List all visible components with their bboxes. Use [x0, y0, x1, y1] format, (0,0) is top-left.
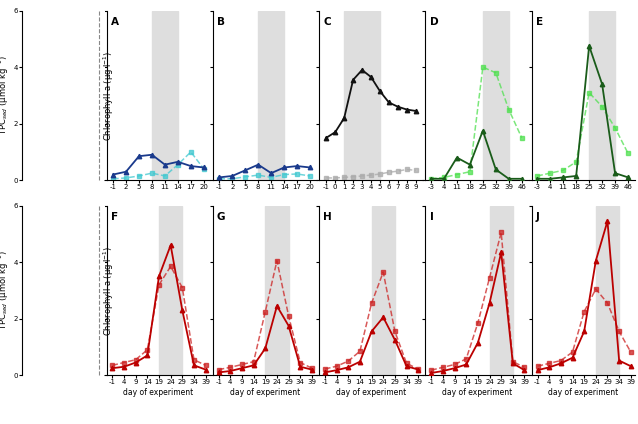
Bar: [265, 206, 288, 375]
Text: J: J: [536, 212, 540, 223]
Text: C: C: [323, 17, 331, 28]
X-axis label: day of experiment: day of experiment: [123, 388, 193, 397]
X-axis label: day of experiment: day of experiment: [230, 388, 300, 397]
Text: Chlorophyll a (μg l$^{-1}$): Chlorophyll a (μg l$^{-1}$): [102, 50, 117, 140]
Bar: [258, 11, 284, 180]
Text: I: I: [429, 212, 433, 223]
Bar: [596, 206, 619, 375]
Bar: [344, 11, 380, 180]
Bar: [152, 11, 178, 180]
Text: A: A: [111, 17, 119, 28]
Y-axis label: TPC$_{sed}$ (μmol kg$^{-1}$): TPC$_{sed}$ (μmol kg$^{-1}$): [0, 251, 11, 330]
Text: G: G: [217, 212, 225, 223]
Text: H: H: [323, 212, 332, 223]
Text: F: F: [111, 212, 118, 223]
X-axis label: day of experiment: day of experiment: [549, 388, 619, 397]
Bar: [489, 206, 513, 375]
Bar: [371, 206, 395, 375]
Text: E: E: [536, 17, 543, 28]
X-axis label: day of experiment: day of experiment: [336, 388, 406, 397]
Text: B: B: [217, 17, 225, 28]
Bar: [589, 11, 615, 180]
X-axis label: day of experiment: day of experiment: [442, 388, 512, 397]
Text: Chlorophyll a (μg l$^{-1}$): Chlorophyll a (μg l$^{-1}$): [102, 245, 117, 335]
Bar: [159, 206, 182, 375]
Bar: [483, 11, 508, 180]
Y-axis label: TPC$_{sed}$ (μmol kg$^{-1}$): TPC$_{sed}$ (μmol kg$^{-1}$): [0, 56, 11, 135]
Text: D: D: [429, 17, 438, 28]
